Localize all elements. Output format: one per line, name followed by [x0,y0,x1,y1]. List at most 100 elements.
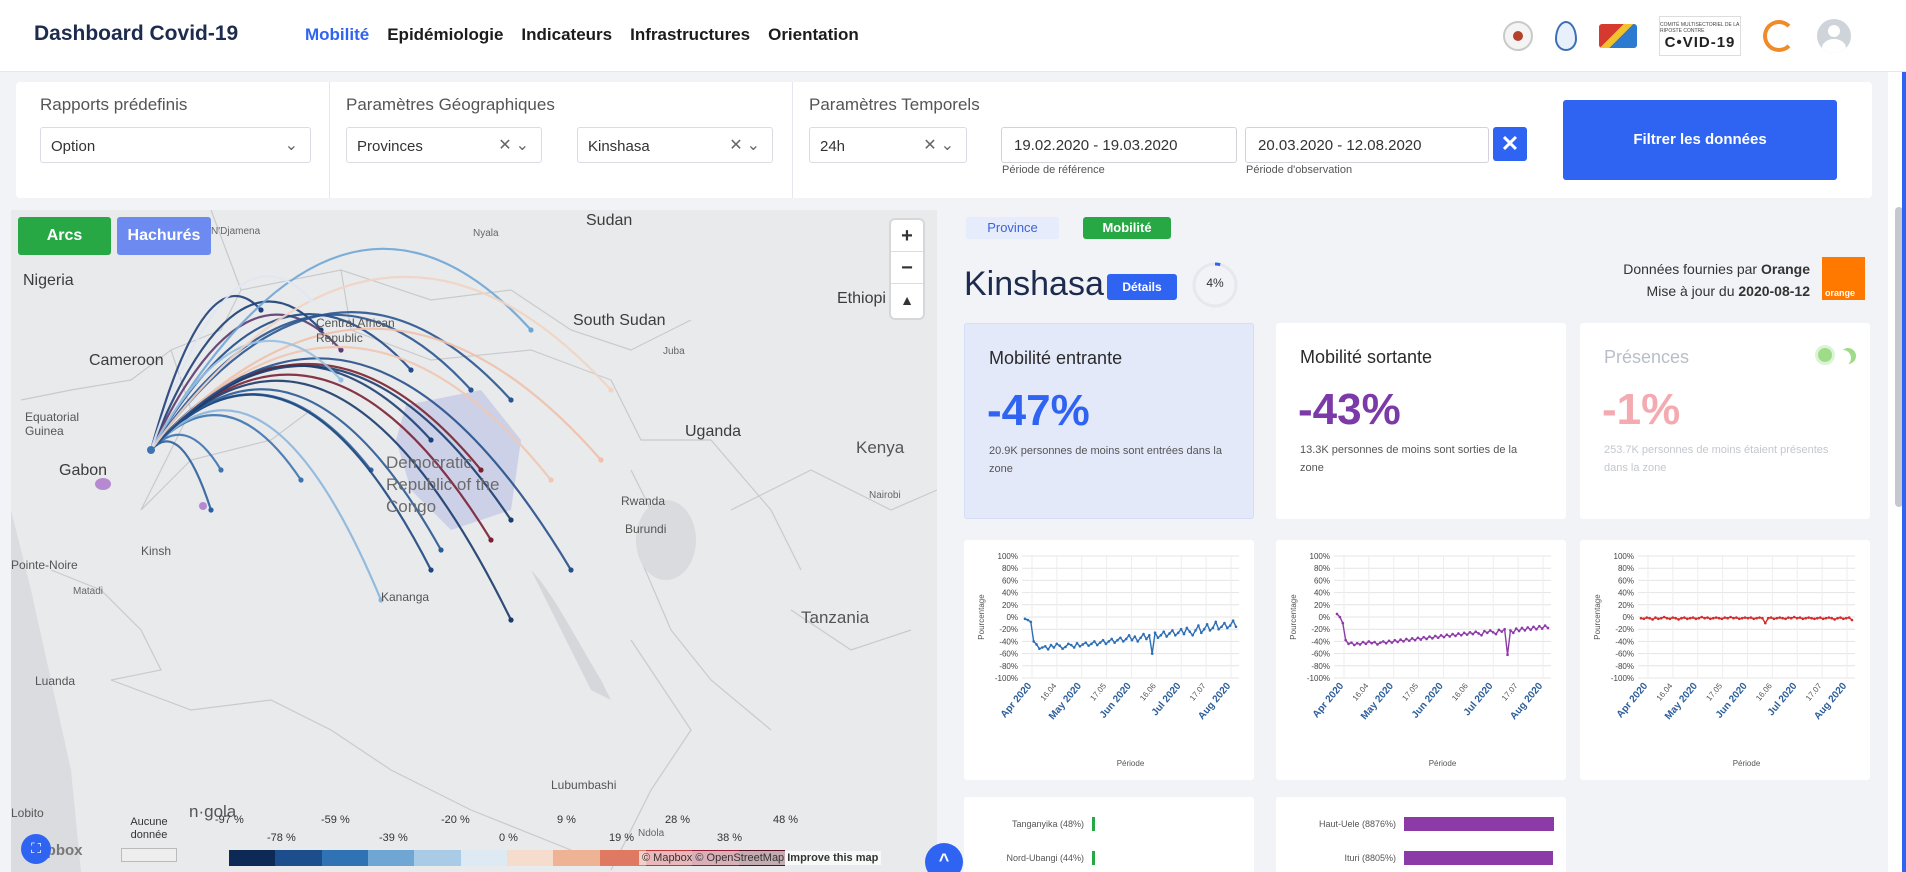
data-provider-info: Données fournies par Orange Mise à jour … [1560,258,1810,302]
details-button[interactable]: Détails [1107,274,1177,300]
series-point [1512,631,1515,635]
series-point [1740,616,1744,620]
sun-icon[interactable] [1818,348,1832,362]
scroll-top-button[interactable]: ^ [925,843,963,872]
legend-tick: 38 % [717,832,743,844]
series-point [1107,640,1111,643]
y-tick-label: -80% [999,662,1018,671]
series-point [1680,616,1683,620]
mobility-tag[interactable]: Mobilité [1083,217,1171,239]
series-point [1067,642,1070,646]
fullscreen-icon[interactable]: ⛶ [21,834,51,864]
page-scrollbar[interactable] [1888,72,1906,872]
y-tick-label: 100% [998,552,1018,561]
chevron-down-icon[interactable]: ⌄ [284,137,302,154]
series-point [1503,627,1506,631]
series-point [1150,652,1154,655]
zoom-out-button[interactable]: − [891,252,923,284]
series-point [1176,631,1180,635]
improve-map-link[interactable]: Improve this map [787,852,879,864]
zoom-in-button[interactable]: + [891,220,923,252]
series-point [1121,640,1125,643]
compass-icon[interactable]: ▲ [900,292,914,308]
series-point [1405,637,1408,641]
card-incoming-mobility[interactable]: Mobilité entrante -47% 20.9K personnes d… [964,323,1254,519]
series-point [1683,616,1686,619]
country-borders [20,210,937,871]
clear-dates-button[interactable]: ✕ [1493,127,1527,161]
series-point [1691,616,1695,619]
partner-logos: COMITÉ MULTISECTORIEL DE LA RIPOSTE CONT… [1503,16,1851,56]
origin-dot [147,446,155,454]
series-point [1338,615,1342,619]
bar-category-label: Nord-Ubangi (44%) [1006,853,1084,863]
nav-orientation[interactable]: Orientation [768,25,859,44]
series-point [1442,635,1446,639]
geo-level-select[interactable]: Provinces ✕⌄ [346,127,542,163]
app-title[interactable]: Dashboard Covid-19 [34,22,239,45]
x-tick-label: 16.04 [1039,681,1059,703]
clear-chevron-icon[interactable]: ✕⌄ [498,137,533,154]
series-point [1379,641,1382,644]
series-point [1529,628,1532,632]
clear-chevron-icon[interactable]: ✕⌄ [729,137,764,154]
geo-place-select[interactable]: Kinshasa ✕⌄ [577,127,773,163]
series-point [1376,643,1379,646]
map-label-sudan: Sudan [586,212,633,229]
granularity-select[interactable]: 24h ✕⌄ [809,127,967,163]
y-tick-label: 40% [1002,589,1018,598]
ministry-logo [1555,21,1577,51]
nav-infrastructures[interactable]: Infrastructures [630,25,751,44]
filter-data-button[interactable]: Filtrer les données [1563,100,1837,180]
scrollbar-thumb[interactable] [1895,207,1903,507]
arc-destination-dot [488,537,494,543]
series-point [1844,616,1848,620]
selected-city-title: Kinshasa [964,265,1104,303]
observation-period-input[interactable]: 20.03.2020 - 12.08.2020 [1245,127,1489,163]
y-tick-label: 80% [1618,564,1634,573]
chart-outgoing: 100% 80% 60% 40% 20% 0% -20% -40% -60% -80% -100% A… [1276,540,1566,780]
series-point [1419,638,1423,641]
x-tick-label: 17.05 [1704,681,1724,703]
series-point [1735,616,1738,619]
mobility-map[interactable]: Arcs Hachurés + − ▲ Sudan N'Djamena Nyal… [11,210,937,872]
province-tag[interactable]: Province [966,217,1059,239]
day-night-toggle[interactable] [1818,348,1856,364]
series-point [1041,646,1044,649]
map-zoom-controls: + − ▲ [891,220,923,318]
series-point [1214,620,1218,624]
series-point [1231,619,1235,622]
series-point [1185,626,1189,630]
moon-icon[interactable] [1840,348,1856,364]
nav-indicateurs[interactable]: Indicateurs [521,25,613,44]
series-point [1662,615,1666,619]
nav-mobilite[interactable]: Mobilité [305,25,370,44]
attrib-mapbox-link[interactable]: © Mapbox [642,852,693,864]
series-point [1787,616,1790,619]
clear-chevron-icon[interactable]: ✕⌄ [923,137,958,154]
arc-destination-dot [428,437,434,443]
card-outgoing-mobility[interactable]: Mobilité sortante -43% 13.3K personnes d… [1276,323,1566,519]
map-label-rwanda: Rwanda [621,494,666,508]
legend-tick: -20 % [441,814,470,826]
series-point [1769,616,1773,619]
arc-destination-dot [208,507,214,513]
legend-color-swatch [229,850,276,866]
card-description: 13.3K personnes de moins sont sorties de… [1300,444,1518,474]
series-point [1737,617,1741,621]
series-point [1784,617,1787,621]
reference-period-input[interactable]: 19.02.2020 - 19.03.2020 [1001,127,1237,163]
attrib-osm-link[interactable]: © OpenStreetMap [695,852,785,864]
hatched-toggle-button[interactable]: Hachurés [117,217,211,255]
user-avatar-icon[interactable] [1817,19,1851,53]
nav-epidemiologie[interactable]: Epidémiologie [387,25,504,44]
arcs-toggle-button[interactable]: Arcs [18,217,111,255]
predefined-report-select[interactable]: Option ⌄ [40,127,311,163]
map-label-uganda: Uganda [685,423,742,440]
card-presences[interactable]: Présences -1% 253.7K personnes de moins … [1580,323,1870,519]
map-label-juba: Juba [663,346,685,357]
series-point [1147,634,1151,637]
coverage-ring: 4% [1190,260,1240,310]
series-point [1436,636,1440,640]
series-point [1818,616,1822,619]
